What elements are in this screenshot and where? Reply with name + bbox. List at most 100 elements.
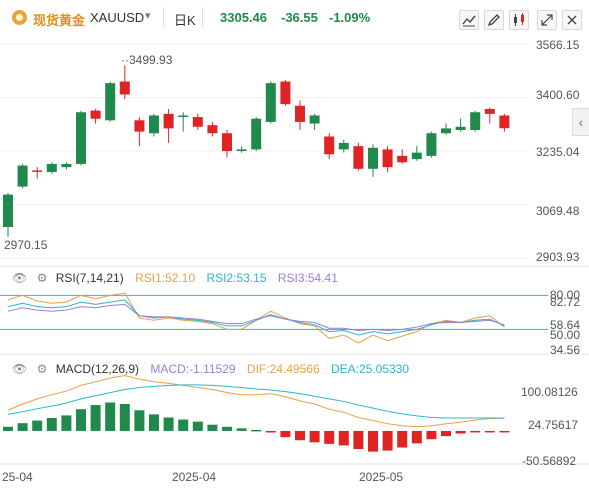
rsi-axis-tick: 58.64 xyxy=(550,318,581,332)
rsi1-value: RSI1:52.10 xyxy=(135,271,196,285)
macd-histogram-bar xyxy=(17,423,28,431)
candle-body xyxy=(309,115,320,124)
rsi2-value: RSI2:53.15 xyxy=(206,271,267,285)
rsi-line-2 xyxy=(7,299,505,336)
chevron-left-icon[interactable]: ‹ xyxy=(572,108,589,136)
rsi-title[interactable]: RSI(7,14,21) xyxy=(55,271,124,285)
rsi-axis-tick: 82.72 xyxy=(550,295,581,309)
macd-histogram-bar xyxy=(3,426,13,431)
macd-histogram-bar xyxy=(119,404,130,431)
indicator-button[interactable] xyxy=(459,10,479,30)
macd-histogram-bar xyxy=(353,430,364,450)
draw-button[interactable] xyxy=(484,10,504,30)
macd-histogram-bar xyxy=(105,402,116,431)
candle-body xyxy=(397,155,408,163)
candle-body xyxy=(280,81,291,105)
macd-histogram-bar xyxy=(163,417,174,431)
macd-legend: 👁 ⚙ MACD(12,26,9) MACD:-1.11529 DIF:24.4… xyxy=(12,362,409,376)
header-divider xyxy=(163,7,164,27)
candle-body xyxy=(90,110,101,119)
chart-type-button[interactable] xyxy=(509,10,529,30)
candle-body xyxy=(3,194,13,227)
time-axis-tick: 2025-05 xyxy=(359,470,404,484)
chevron-down-icon[interactable]: ▾ xyxy=(145,10,151,22)
candle-body xyxy=(324,136,335,155)
close-button[interactable] xyxy=(562,10,582,30)
candle-body xyxy=(368,147,378,169)
high-price-label: ··3499.93 xyxy=(121,53,173,67)
rsi-axis-tick: 80.00 xyxy=(550,288,581,302)
candle-body xyxy=(295,105,305,122)
macd-histogram-bar xyxy=(178,419,189,431)
rsi-line-3 xyxy=(7,303,505,331)
dea-value: DEA:25.05330 xyxy=(330,362,410,376)
macd-histogram-bar xyxy=(368,430,378,452)
macd-title[interactable]: MACD(12,26,9) xyxy=(55,362,140,376)
rsi3-value: RSI3:54.41 xyxy=(277,271,338,285)
candle-body xyxy=(499,115,510,129)
candle-body xyxy=(178,115,189,117)
symbol-code[interactable]: XAUUSD xyxy=(90,10,145,25)
macd-axis-tick: -50.56892 xyxy=(522,454,577,468)
candle-body xyxy=(265,83,276,122)
macd-histogram-bar xyxy=(90,405,101,431)
header-divider xyxy=(202,7,203,27)
macd-histogram-bar xyxy=(411,430,422,444)
candle-body xyxy=(426,133,437,156)
gear-icon[interactable]: ⚙ xyxy=(36,271,48,285)
macd-axis-tick: 24.75617 xyxy=(528,418,579,432)
candle-body xyxy=(192,117,203,127)
price-change-percent: -1.09% xyxy=(329,10,371,25)
macd-histogram-bar xyxy=(470,430,481,433)
macd-histogram-bar xyxy=(265,430,276,433)
macd-histogram-bar xyxy=(295,430,305,441)
expand-icon xyxy=(541,14,553,26)
candle-body xyxy=(134,120,145,132)
candle-body xyxy=(338,142,349,150)
candle-body xyxy=(105,83,116,121)
grid-lines xyxy=(0,43,530,259)
time-axis-tick: 25-04 xyxy=(2,470,33,484)
interval-selector[interactable]: 日K xyxy=(174,13,196,28)
rsi-legend: 👁 ⚙ RSI(7,14,21) RSI1:52.10 RSI2:53.15 R… xyxy=(12,271,338,285)
dea-line xyxy=(7,384,505,419)
price-axis-tick: 3566.15 xyxy=(536,38,580,52)
macd-histogram-bar xyxy=(32,420,43,431)
gear-icon[interactable]: ⚙ xyxy=(36,362,48,376)
price-axis-tick: 3400.60 xyxy=(536,88,580,102)
chart-area[interactable] xyxy=(0,36,589,494)
candle-body xyxy=(455,126,466,131)
macd-histogram-bar xyxy=(280,430,291,438)
candlestick-series xyxy=(3,65,510,237)
macd-histogram-bar xyxy=(382,430,393,451)
macd-histogram-bar xyxy=(324,430,335,444)
macd-histogram-bar xyxy=(484,430,495,433)
indicator-icon xyxy=(462,15,476,27)
last-price: 3305.46 xyxy=(220,10,267,25)
candlestick-icon xyxy=(514,13,524,26)
symbol-name[interactable]: 现货黄金 xyxy=(33,13,86,28)
candle-body xyxy=(382,149,393,168)
candle-body xyxy=(222,133,232,152)
candle-body xyxy=(207,125,218,134)
macd-histogram-bar xyxy=(61,415,72,431)
close-icon xyxy=(567,15,577,25)
macd-histogram-bar xyxy=(134,410,145,431)
macd-histogram-bar xyxy=(149,414,159,431)
pencil-icon xyxy=(487,14,500,27)
candle-body xyxy=(46,163,57,173)
eye-icon[interactable]: 👁 xyxy=(12,271,28,285)
fullscreen-button[interactable] xyxy=(537,10,557,30)
rsi-series xyxy=(0,292,548,344)
macd-histogram-bar xyxy=(192,421,203,431)
price-axis-tick: 3235.04 xyxy=(536,145,580,159)
dif-line xyxy=(7,375,505,428)
macd-histogram-bar xyxy=(309,430,320,443)
rsi-line-1 xyxy=(7,292,505,344)
eye-icon[interactable]: 👁 xyxy=(12,362,28,376)
low-price-label: 2970.15 xyxy=(4,238,48,252)
candle-body xyxy=(470,112,481,131)
macd-value: MACD:-1.11529 xyxy=(150,362,236,376)
candle-body xyxy=(411,152,422,160)
